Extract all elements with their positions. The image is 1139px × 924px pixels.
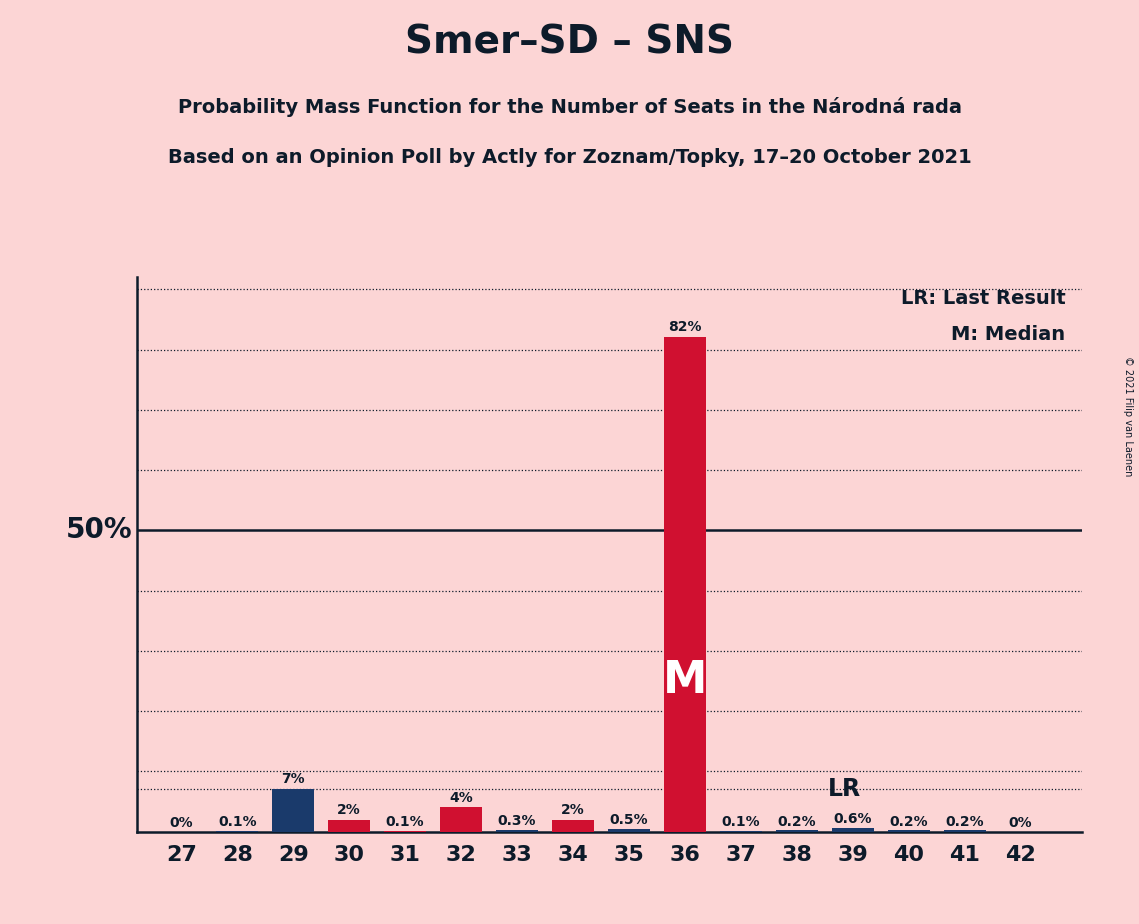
Text: 7%: 7% xyxy=(281,772,305,785)
Text: 82%: 82% xyxy=(669,320,702,334)
Text: 0.2%: 0.2% xyxy=(778,815,816,829)
Bar xyxy=(831,828,874,832)
Bar xyxy=(440,808,482,832)
Text: 0.2%: 0.2% xyxy=(945,815,984,829)
Text: 0.1%: 0.1% xyxy=(386,815,425,829)
Bar xyxy=(608,829,650,832)
Text: 0.6%: 0.6% xyxy=(834,812,872,826)
Text: 0.1%: 0.1% xyxy=(721,815,760,829)
Bar xyxy=(664,337,706,832)
Text: 2%: 2% xyxy=(337,803,361,817)
Bar xyxy=(497,830,538,832)
Bar xyxy=(272,789,314,832)
Text: M: M xyxy=(663,660,707,702)
Text: 0.5%: 0.5% xyxy=(609,813,648,827)
Text: 0.3%: 0.3% xyxy=(498,814,536,828)
Text: Smer–SD – SNS: Smer–SD – SNS xyxy=(405,23,734,61)
Bar xyxy=(887,831,929,832)
Text: M: Median: M: Median xyxy=(951,325,1065,345)
Bar xyxy=(328,820,370,832)
Text: LR: LR xyxy=(828,777,861,801)
Bar xyxy=(552,820,593,832)
Text: Based on an Opinion Poll by Actly for Zoznam/Topky, 17–20 October 2021: Based on an Opinion Poll by Actly for Zo… xyxy=(167,148,972,167)
Text: LR: Last Result: LR: Last Result xyxy=(901,289,1065,309)
Bar xyxy=(776,831,818,832)
Text: 4%: 4% xyxy=(449,791,473,805)
Text: 0%: 0% xyxy=(170,816,194,830)
Text: Probability Mass Function for the Number of Seats in the Národná rada: Probability Mass Function for the Number… xyxy=(178,97,961,117)
Text: 0.1%: 0.1% xyxy=(218,815,256,829)
Bar xyxy=(943,831,985,832)
Text: 0%: 0% xyxy=(1009,816,1032,830)
Text: © 2021 Filip van Laenen: © 2021 Filip van Laenen xyxy=(1123,356,1133,476)
Text: 2%: 2% xyxy=(562,803,585,817)
Text: 0.2%: 0.2% xyxy=(890,815,928,829)
Text: 50%: 50% xyxy=(65,517,132,544)
